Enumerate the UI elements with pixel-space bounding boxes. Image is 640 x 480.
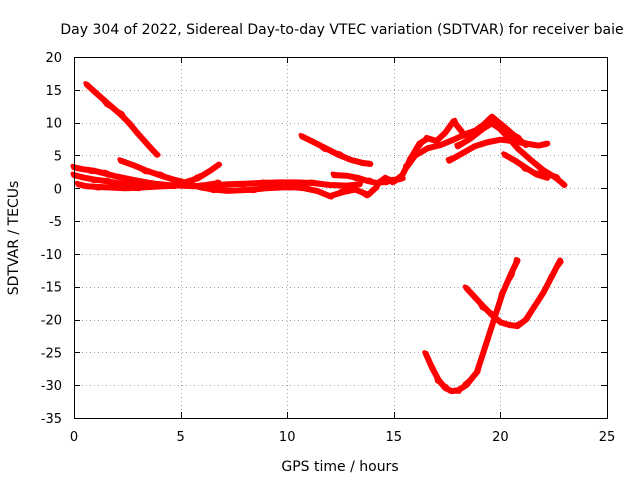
x-tick-label: 5 [176, 430, 184, 445]
series-arc-11-noise [403, 114, 527, 168]
y-tick-label: -15 [41, 281, 62, 296]
x-tick-label: 10 [279, 430, 296, 445]
y-tick-label: 15 [45, 84, 62, 99]
y-axis-label: SDTVAR / TECUs [6, 181, 22, 296]
series-arc-10-noise [373, 117, 463, 186]
series-arc-1-noise [83, 81, 161, 157]
axis-ticks: 0 5 10 15 20 25 -35 -30 -25 -20 -15 -10 -5 0 5 10 15 20 [41, 51, 616, 445]
grid [74, 57, 607, 418]
series-arc-15-noise [422, 257, 518, 394]
x-tick-label: 0 [70, 430, 78, 445]
y-tick-label: 10 [45, 117, 62, 132]
x-axis-label: GPS time / hours [281, 459, 398, 475]
series-arc-7-noise [209, 179, 364, 190]
x-tick-label: 25 [599, 430, 616, 445]
y-tick-label: -25 [41, 346, 62, 361]
plot-frame [74, 57, 608, 419]
y-tick-label: -5 [49, 215, 62, 230]
chart-title: Day 304 of 2022, Sidereal Day-to-day VTE… [60, 22, 623, 38]
series-arc-8-noise [298, 132, 371, 167]
series-arc-4-noise [74, 180, 177, 192]
x-tick-label: 15 [386, 430, 403, 445]
y-tick-label: 0 [54, 182, 62, 197]
series-arc-13-noise [445, 137, 548, 162]
series-arc-16-noise [462, 260, 564, 329]
y-tick-label: 20 [45, 51, 62, 66]
y-tick-label: -30 [41, 379, 62, 394]
series-group [70, 81, 568, 395]
y-tick-label: -35 [41, 412, 62, 427]
x-tick-label: 20 [492, 430, 509, 445]
y-tick-label: -10 [41, 248, 62, 263]
series-arc-14-noise [501, 151, 548, 180]
series-arc-5-noise [117, 157, 220, 186]
y-tick-label: -20 [41, 314, 62, 329]
y-tick-label: 5 [54, 149, 62, 164]
series-arc-6-noise [187, 181, 381, 200]
